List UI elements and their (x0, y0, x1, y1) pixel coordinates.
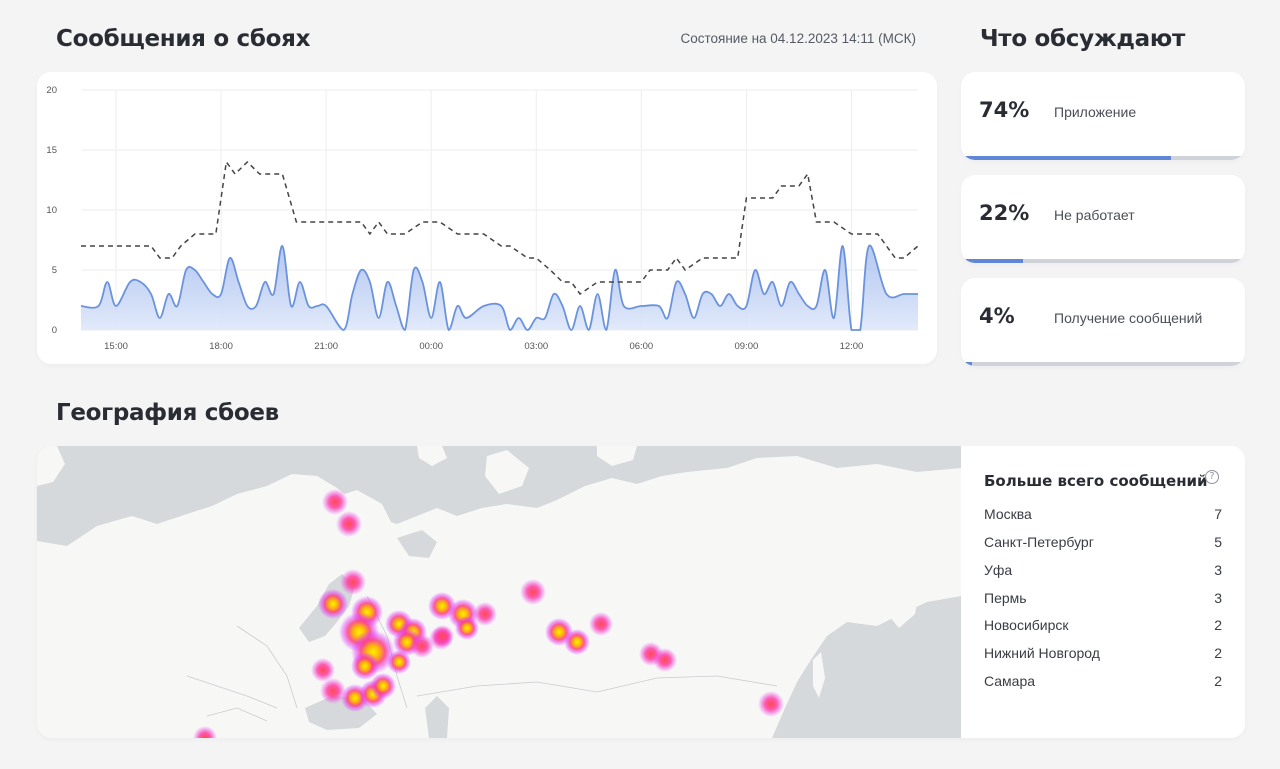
reports-chart[interactable]: 0 5 10 15 20 15:00 18:00 21:00 00:00 03:00 06:00 09… (37, 72, 937, 364)
y-tick-label: 15 (46, 145, 57, 156)
topics-title: Что обсуждают (980, 26, 1185, 52)
landmass-kamchatka (887, 572, 921, 628)
topic-percent: 22% (979, 201, 1030, 225)
topic-progress-fill (961, 156, 1172, 160)
city-name: Новосибирск (984, 617, 1069, 633)
heatmap-hotspot (758, 691, 784, 717)
topic-label: Получение сообщений (1054, 310, 1203, 326)
topic-percent: 4% (979, 304, 1015, 328)
city-name: Пермь (984, 590, 1027, 606)
y-tick-label: 20 (46, 85, 57, 96)
city-name: Москва (984, 506, 1032, 522)
island-severnaya (597, 446, 637, 466)
city-row[interactable]: Самара 2 (984, 673, 1222, 693)
city-name: Нижний Новгород (984, 645, 1100, 661)
topic-label: Не работает (1054, 207, 1135, 223)
heatmap-hotspot (589, 612, 613, 636)
heatmap-hotspot (336, 511, 362, 537)
heatmap-hotspot (311, 658, 335, 682)
city-count: 2 (1214, 617, 1222, 633)
city-name: Самара (984, 673, 1036, 689)
heatmap-hotspot (340, 569, 366, 595)
outage-heatmap[interactable] (37, 446, 961, 738)
heatmap-hotspot (520, 579, 546, 605)
city-count: 3 (1214, 590, 1222, 606)
heatmap-hotspot (387, 650, 411, 674)
landmass-eurasia (37, 456, 961, 738)
series-area-fill (81, 245, 918, 330)
topic-progress-track (961, 259, 1245, 263)
city-count: 5 (1214, 534, 1222, 550)
x-tick-label: 18:00 (209, 341, 233, 352)
x-tick-label: 09:00 (735, 341, 759, 352)
outage-map-card: Больше всего сообщений ? Москва 7 Санкт-… (37, 446, 1245, 738)
island-sakhalin (813, 652, 825, 698)
landmass-greenland (37, 446, 65, 486)
hotspots-layer (193, 489, 784, 738)
heatmap-hotspot (322, 489, 348, 515)
heatmap-hotspot (351, 652, 379, 680)
question-circle-icon[interactable]: ? (1205, 470, 1219, 484)
heatmap-hotspot (320, 678, 346, 704)
heatmap-hotspot (370, 673, 396, 699)
topic-percent: 74% (979, 98, 1030, 122)
heatmap-hotspot (410, 634, 434, 658)
topic-card-not-working[interactable]: 22% Не работает (961, 175, 1245, 263)
city-name: Санкт-Петербург (984, 534, 1094, 550)
topic-label: Приложение (1054, 104, 1137, 120)
heatmap-hotspot (318, 589, 348, 619)
y-tick-label: 0 (52, 325, 57, 336)
x-tick-label: 15:00 (104, 341, 128, 352)
topic-card-app[interactable]: 74% Приложение (961, 72, 1245, 160)
x-tick-label: 00:00 (419, 341, 443, 352)
heatmap-hotspot (473, 602, 497, 626)
x-tick-label: 03:00 (524, 341, 548, 352)
y-tick-label: 10 (46, 205, 57, 216)
city-row[interactable]: Москва 7 (984, 506, 1222, 526)
city-name: Уфа (984, 562, 1013, 578)
city-row[interactable]: Уфа 3 (984, 562, 1222, 582)
heatmap-hotspot (455, 616, 479, 640)
top-cities-title: Больше всего сообщений (984, 472, 1208, 490)
city-count: 7 (1214, 506, 1222, 522)
x-tick-label: 12:00 (840, 341, 864, 352)
topic-progress-fill (961, 362, 973, 366)
island-novaya-zemlya (485, 450, 529, 494)
topic-progress-fill (961, 259, 1024, 263)
reports-chart-card: 0 5 10 15 20 15:00 18:00 21:00 00:00 03:00 06:00 09… (37, 72, 937, 364)
city-row[interactable]: Новосибирск 2 (984, 617, 1222, 637)
heatmap-hotspot (432, 625, 454, 647)
city-count: 3 (1214, 562, 1222, 578)
geo-title: География сбоев (56, 400, 279, 426)
topic-progress-track (961, 362, 1245, 366)
city-row[interactable]: Санкт-Петербург 5 (984, 534, 1222, 554)
heatmap-hotspot (193, 726, 217, 738)
water-white-sea (397, 530, 437, 558)
x-tick-label: 06:00 (629, 341, 653, 352)
series-dashed-line (81, 160, 919, 296)
y-tick-label: 5 (52, 265, 57, 276)
x-tick-label: 21:00 (314, 341, 338, 352)
series-area-line (80, 245, 918, 331)
status-timestamp: Состояние на 04.12.2023 14:11 (МСК) (680, 31, 916, 46)
island-iceland (105, 526, 155, 558)
city-count: 2 (1214, 673, 1222, 689)
city-row[interactable]: Нижний Новгород 2 (984, 645, 1222, 665)
heatmap-hotspot (564, 629, 590, 655)
topic-card-receiving-messages[interactable]: 4% Получение сообщений (961, 278, 1245, 366)
heatmap-hotspot (653, 648, 677, 672)
city-row[interactable]: Пермь 3 (984, 590, 1222, 610)
city-count: 2 (1214, 645, 1222, 661)
page-title: Сообщения о сбоях (56, 26, 311, 52)
top-cities-panel: Больше всего сообщений ? Москва 7 Санкт-… (961, 446, 1245, 738)
island-svalbard (417, 446, 447, 466)
water-caspian (425, 696, 449, 738)
topic-progress-track (961, 156, 1245, 160)
